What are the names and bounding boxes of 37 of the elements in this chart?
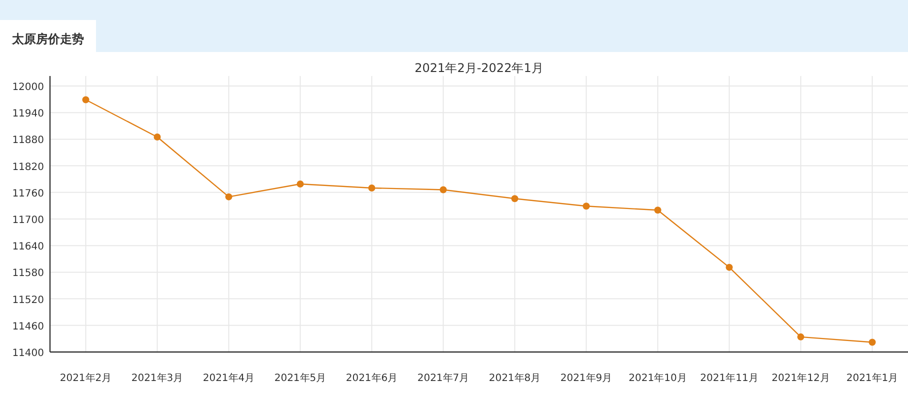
point [868,338,876,346]
point [582,202,590,210]
y-tick-label: 11460 [12,321,44,332]
x-tick-label: 2021年10月 [628,372,687,384]
y-tick-label: 11580 [12,268,44,280]
chart-subtitle: 2021年2月-2022年1月 [414,61,544,75]
point [82,96,90,104]
point [296,180,304,188]
x-tick-label: 2021年8月 [488,372,541,384]
x-tick-label: 2021年6月 [346,372,398,384]
x-tick-label: 2021年2月 [60,372,112,384]
y-tick-label: 11880 [12,135,44,146]
x-tick-label: 2021年11月 [700,372,758,384]
x-tick-label: 2021年12月 [772,372,830,384]
point [654,206,662,214]
point [726,264,733,271]
y-tick-label: 11940 [12,108,44,120]
chart-title: 太原房价走势 [11,32,84,46]
x-tick-label: 2021年7月 [417,372,470,384]
x-tick-label: 2021年5月 [274,372,326,384]
point [154,133,161,140]
x-tick-label: 2021年9月 [560,372,612,384]
point [225,193,232,200]
y-tick-label: 11760 [12,188,44,200]
x-tick-label: 2021年3月 [131,372,184,384]
y-tick-label: 12000 [12,82,44,93]
y-tick-label: 11520 [12,294,44,306]
y-tick-label: 11820 [12,162,44,173]
point [511,195,518,202]
y-tick-label: 11640 [12,242,44,253]
point [797,333,804,340]
y-tick-label: 11400 [12,348,44,359]
point [440,186,447,194]
x-tick-label: 2021年1月 [846,372,898,384]
point [368,184,376,192]
x-tick-label: 2021年4月 [202,372,255,384]
y-tick-label: 11700 [12,215,44,226]
